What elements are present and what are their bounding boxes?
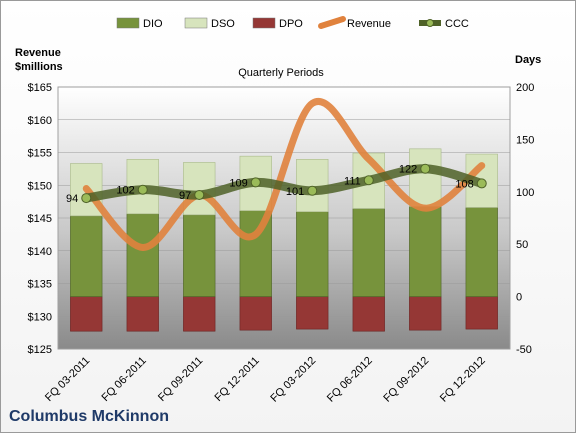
dio-bar bbox=[352, 208, 385, 297]
dpo-bar bbox=[70, 296, 103, 332]
ccc-point bbox=[250, 177, 261, 188]
right-tick-label: 150 bbox=[516, 134, 534, 146]
right-axis-ticks: -50 0 50 100 150 200 bbox=[516, 82, 534, 356]
dpo-bar bbox=[239, 296, 272, 331]
legend-swatch-dso bbox=[184, 17, 208, 29]
left-axis-title-line: Revenue bbox=[15, 47, 61, 59]
dpo-bar bbox=[126, 296, 159, 332]
bars bbox=[70, 148, 498, 332]
ccc-point bbox=[81, 193, 92, 204]
dio-bar bbox=[70, 215, 103, 297]
left-tick-label: $145 bbox=[28, 213, 52, 225]
legend-swatch-dio bbox=[116, 17, 140, 29]
ccc-data-label: 102 bbox=[116, 185, 134, 197]
dpo-bar bbox=[183, 296, 216, 332]
legend-label: CCC bbox=[445, 18, 469, 30]
legend: DIO DSO DPO Revenue CCC bbox=[116, 16, 469, 30]
left-axis-ticks: $125 $130 $135 $140 $145 $150 $155 $160 $165 bbox=[28, 82, 52, 356]
dso-bar bbox=[183, 162, 216, 216]
ccc-data-label: 109 bbox=[229, 177, 247, 189]
right-axis-title: Days bbox=[515, 54, 541, 66]
x-tick-label: FQ 09-2012 bbox=[381, 355, 431, 405]
dio-bar bbox=[183, 214, 216, 297]
x-tick-label: FQ 06-2011 bbox=[99, 355, 148, 404]
right-tick-label: 0 bbox=[516, 292, 522, 304]
left-axis-title: Revenue $millions bbox=[15, 47, 63, 73]
left-tick-label: $165 bbox=[28, 82, 52, 94]
left-tick-label: $135 bbox=[28, 279, 52, 291]
dpo-bar bbox=[296, 296, 329, 330]
ccc-data-label: 97 bbox=[179, 190, 191, 202]
legend-label: DPO bbox=[279, 18, 303, 30]
left-tick-label: $140 bbox=[28, 246, 52, 258]
dio-bar bbox=[296, 211, 329, 297]
x-tick-label: FQ 06-2012 bbox=[325, 355, 375, 405]
left-tick-label: $130 bbox=[28, 311, 52, 323]
chart-title: Quarterly Periods bbox=[238, 67, 324, 79]
ccc-point bbox=[476, 178, 487, 189]
legend-swatch-revenue bbox=[318, 16, 346, 29]
left-tick-label: $160 bbox=[28, 115, 52, 127]
right-tick-label: 200 bbox=[516, 82, 534, 94]
legend-label: Revenue bbox=[347, 18, 391, 30]
ccc-point bbox=[194, 189, 205, 200]
x-tick-label: FQ 12-2011 bbox=[212, 355, 261, 404]
left-axis-title-line: $millions bbox=[15, 61, 63, 73]
x-tick-label: FQ 03-2011 bbox=[43, 355, 92, 404]
legend-label: DIO bbox=[143, 18, 163, 30]
ccc-point bbox=[137, 184, 148, 195]
dio-bar bbox=[126, 213, 159, 297]
legend-marker-ccc bbox=[426, 19, 434, 27]
right-tick-label: -50 bbox=[516, 344, 532, 356]
dio-bar bbox=[409, 206, 442, 297]
ccc-data-label: 94 bbox=[66, 193, 78, 205]
legend-swatch-dpo bbox=[252, 17, 276, 29]
ccc-data-label: 122 bbox=[399, 164, 417, 176]
ccc-point bbox=[363, 175, 374, 186]
left-tick-label: $125 bbox=[28, 344, 52, 356]
x-tick-label: FQ 12-2012 bbox=[438, 355, 488, 405]
ccc-data-label: 111 bbox=[344, 175, 361, 187]
x-axis-ticks: FQ 03-2011 FQ 06-2011 FQ 09-2011 FQ 12-2011… bbox=[43, 355, 488, 405]
right-tick-label: 100 bbox=[516, 187, 534, 199]
dpo-bar bbox=[352, 296, 385, 332]
right-tick-label: 50 bbox=[516, 239, 528, 251]
x-tick-label: FQ 03-2012 bbox=[268, 355, 318, 405]
dpo-bar bbox=[409, 296, 442, 331]
ccc-data-label: 101 bbox=[286, 186, 304, 198]
ccc-point bbox=[420, 163, 431, 174]
legend-label: DSO bbox=[211, 18, 235, 30]
left-tick-label: $150 bbox=[28, 180, 52, 192]
left-tick-label: $155 bbox=[28, 148, 52, 160]
dpo-bar bbox=[465, 296, 498, 330]
company-name: Columbus McKinnon bbox=[9, 408, 169, 425]
dso-bar bbox=[409, 148, 442, 207]
x-tick-label: FQ 09-2011 bbox=[156, 355, 205, 404]
ccc-point bbox=[307, 185, 318, 196]
dio-bar bbox=[465, 207, 498, 297]
lines: 94 102 97 109 101 111 122 108 bbox=[66, 97, 487, 251]
ccc-data-label: 108 bbox=[455, 178, 473, 190]
